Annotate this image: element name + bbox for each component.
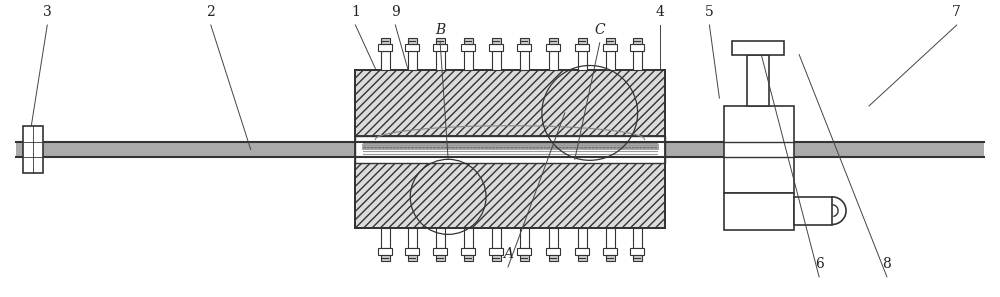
- Bar: [732, 41, 784, 55]
- Bar: [520, 51, 529, 70]
- Bar: [433, 44, 447, 51]
- Bar: [378, 248, 392, 255]
- Bar: [408, 228, 417, 248]
- Bar: [606, 255, 615, 261]
- Bar: [603, 248, 617, 255]
- Bar: [408, 255, 417, 261]
- Bar: [633, 228, 642, 248]
- Bar: [489, 248, 503, 255]
- Bar: [492, 228, 501, 248]
- Bar: [578, 255, 587, 261]
- Text: A: A: [503, 247, 513, 261]
- Bar: [381, 255, 390, 261]
- Bar: [381, 51, 390, 70]
- Bar: [724, 193, 794, 230]
- Bar: [405, 44, 419, 51]
- Text: 6: 6: [815, 257, 823, 271]
- Bar: [461, 44, 475, 51]
- Text: 5: 5: [705, 5, 714, 19]
- Bar: [575, 248, 589, 255]
- Bar: [546, 248, 560, 255]
- Bar: [378, 44, 392, 51]
- Bar: [492, 255, 501, 261]
- Bar: [436, 228, 445, 248]
- Text: 7: 7: [952, 5, 961, 19]
- Bar: [16, 142, 984, 157]
- Bar: [489, 44, 503, 51]
- Bar: [724, 106, 794, 193]
- Bar: [606, 228, 615, 248]
- Bar: [464, 38, 473, 44]
- Text: 3: 3: [43, 5, 52, 19]
- Bar: [436, 38, 445, 44]
- Bar: [747, 55, 769, 106]
- Bar: [381, 38, 390, 44]
- Bar: [633, 51, 642, 70]
- Bar: [492, 51, 501, 70]
- Bar: [436, 51, 445, 70]
- Bar: [549, 38, 558, 44]
- Text: C: C: [594, 23, 605, 37]
- Bar: [517, 248, 531, 255]
- Bar: [633, 38, 642, 44]
- Text: 9: 9: [391, 5, 400, 19]
- Bar: [464, 228, 473, 248]
- Bar: [603, 44, 617, 51]
- Bar: [606, 51, 615, 70]
- Bar: [546, 44, 560, 51]
- Bar: [578, 51, 587, 70]
- Bar: [461, 248, 475, 255]
- Bar: [517, 44, 531, 51]
- Bar: [464, 51, 473, 70]
- Bar: [355, 163, 665, 228]
- Bar: [520, 255, 529, 261]
- Bar: [492, 38, 501, 44]
- Bar: [794, 197, 832, 225]
- Bar: [405, 248, 419, 255]
- Bar: [575, 44, 589, 51]
- Text: 1: 1: [351, 5, 360, 19]
- Bar: [724, 140, 794, 158]
- Bar: [436, 255, 445, 261]
- Bar: [549, 51, 558, 70]
- Bar: [520, 228, 529, 248]
- Bar: [578, 38, 587, 44]
- Bar: [381, 228, 390, 248]
- Bar: [630, 44, 644, 51]
- Bar: [633, 255, 642, 261]
- Bar: [23, 126, 43, 173]
- Bar: [578, 228, 587, 248]
- Bar: [408, 38, 417, 44]
- Text: B: B: [435, 23, 445, 37]
- Bar: [630, 248, 644, 255]
- Text: 4: 4: [655, 5, 664, 19]
- Bar: [549, 255, 558, 261]
- Bar: [355, 136, 665, 163]
- Bar: [606, 38, 615, 44]
- Bar: [408, 51, 417, 70]
- Text: 8: 8: [883, 257, 891, 271]
- Bar: [433, 248, 447, 255]
- Bar: [464, 255, 473, 261]
- Bar: [355, 70, 665, 136]
- Bar: [549, 228, 558, 248]
- Bar: [520, 38, 529, 44]
- Text: 2: 2: [206, 5, 215, 19]
